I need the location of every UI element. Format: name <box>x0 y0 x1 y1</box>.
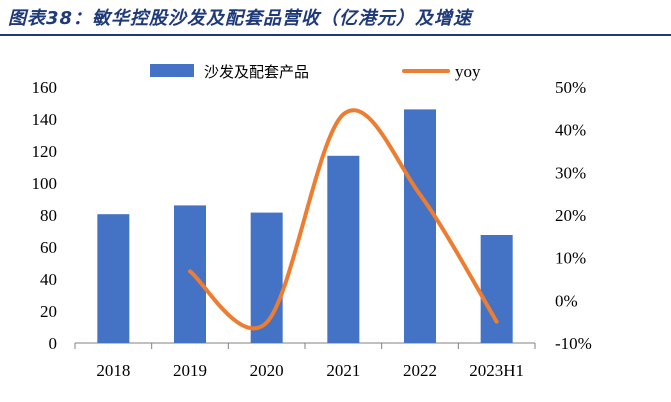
chart-axes: 2018 2019 2020 2021 2022 2023H1 0 20 40 60 80 100 12… <box>32 78 592 380</box>
y-right-tick-label: 50% <box>555 78 586 97</box>
y-right-tick-label: 10% <box>555 249 586 268</box>
y-left-tick-label: 40 <box>40 270 57 289</box>
x-tick-label: 2023H1 <box>469 361 524 380</box>
legend-label-line: yoy <box>455 62 481 81</box>
x-tick-label: 2018 <box>96 361 130 380</box>
y-left-tick-label: 80 <box>40 206 57 225</box>
bar <box>327 155 360 343</box>
bar <box>174 205 206 343</box>
yoy-line-series <box>188 108 499 331</box>
y-left-tick-label: 160 <box>32 78 58 97</box>
title-divider <box>0 34 671 36</box>
y-left-tick-label: 60 <box>40 238 57 257</box>
bar-series <box>97 109 513 344</box>
y-right-tick-label: 20% <box>555 206 586 225</box>
x-tick-label: 2021 <box>326 361 360 380</box>
legend-label-bar: 沙发及配套产品 <box>204 63 309 81</box>
chart-title: 图表38：敏华控股沙发及配套品营收（亿港元）及增速 <box>8 8 473 29</box>
y-left-tick-label: 100 <box>32 174 58 193</box>
chart-legend: 沙发及配套产品 yoy <box>150 62 481 81</box>
x-tick-label: 2022 <box>403 361 437 380</box>
bar <box>97 214 130 343</box>
legend-swatch-bar <box>150 64 194 77</box>
y-left-tick-label: 140 <box>32 110 58 129</box>
y-right-tick-label: 40% <box>555 121 586 140</box>
bar <box>404 109 436 344</box>
y-right-tick-label: -10% <box>555 334 592 353</box>
y-right-tick-label: 30% <box>555 163 586 182</box>
yoy-line <box>188 108 499 331</box>
y-right-tick-label: 0% <box>555 291 578 310</box>
y-left-tick-label: 0 <box>49 334 58 353</box>
y-left-tick-label: 20 <box>40 302 57 321</box>
x-tick-label: 2020 <box>250 361 284 380</box>
x-tick-label: 2019 <box>173 361 207 380</box>
y-left-tick-label: 120 <box>32 142 58 161</box>
bar <box>480 235 513 343</box>
